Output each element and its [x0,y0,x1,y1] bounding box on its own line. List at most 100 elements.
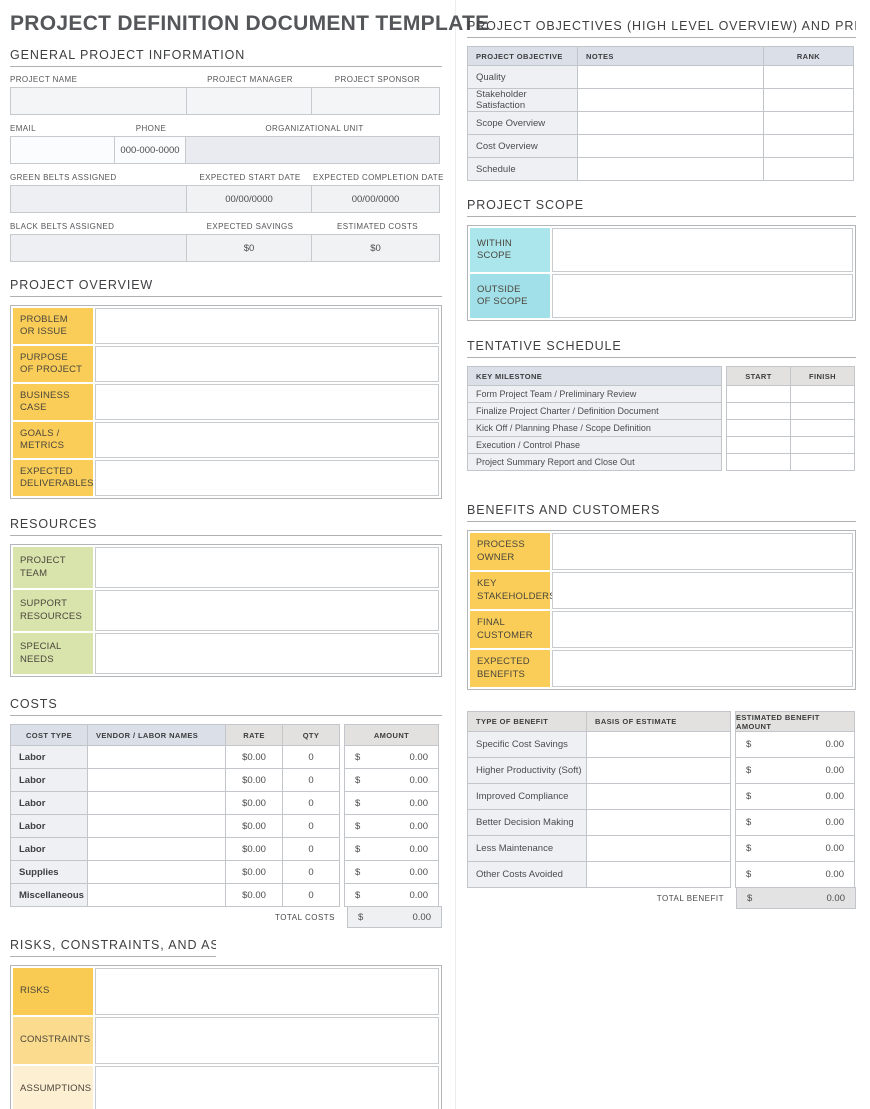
cost-type-cell: Supplies [10,860,88,884]
vendor-cell[interactable] [87,837,226,861]
purpose-of-project-field[interactable] [95,346,439,382]
start-cell[interactable] [726,385,791,403]
key-stakeholders-field[interactable] [552,572,853,609]
rate-cell[interactable]: $0.00 [225,745,283,769]
special-needs-field[interactable] [95,633,439,674]
amount-cell[interactable]: $0.00 [344,883,439,907]
finish-cell[interactable] [790,385,855,403]
black-belts-field[interactable] [10,234,187,262]
section-heading-benefits-customers: BENEFITS AND CUSTOMERS [467,503,856,522]
expected-benefits-field[interactable] [552,650,853,687]
rank-cell[interactable] [763,134,854,158]
schedule-row: Finalize Project Charter / Definition Do… [467,402,856,420]
estimated-costs-field[interactable]: $0 [311,234,440,262]
rate-cell[interactable]: $0.00 [225,791,283,815]
benefit-amount-cell[interactable]: $0.00 [735,861,855,888]
process-owner-field[interactable] [552,533,853,570]
org-unit-field[interactable] [185,136,440,164]
outside-scope-field[interactable] [552,274,853,318]
within-scope-field[interactable] [552,228,853,272]
qty-cell[interactable]: 0 [282,860,340,884]
finish-cell[interactable] [790,419,855,437]
rate-cell[interactable]: $0.00 [225,837,283,861]
rate-cell[interactable]: $0.00 [225,860,283,884]
basis-cell[interactable] [586,757,731,784]
table-row: KEY STAKEHOLDERS [470,572,853,609]
vendor-cell[interactable] [87,768,226,792]
qty-cell[interactable]: 0 [282,883,340,907]
table-row: PROBLEM OR ISSUE [13,308,439,344]
project-manager-field[interactable] [186,87,312,115]
basis-cell[interactable] [586,835,731,862]
basis-cell[interactable] [586,861,731,888]
amount-cell[interactable]: $0.00 [344,837,439,861]
business-case-field[interactable] [95,384,439,420]
rank-cell[interactable] [763,157,854,181]
qty-cell[interactable]: 0 [282,768,340,792]
support-resources-field[interactable] [95,590,439,631]
qty-cell[interactable]: 0 [282,814,340,838]
amount-cell[interactable]: $0.00 [344,768,439,792]
vendor-cell[interactable] [87,791,226,815]
phone-field[interactable]: 000-000-0000 [114,136,186,164]
amount-cell[interactable]: $0.00 [344,791,439,815]
expected-deliverables-field[interactable] [95,460,439,496]
objective-cell: Quality [467,65,578,89]
finish-cell[interactable] [790,436,855,454]
vendor-cell[interactable] [87,860,226,884]
email-field[interactable] [10,136,115,164]
project-sponsor-field[interactable] [311,87,440,115]
benefit-amount-cell[interactable]: $0.00 [735,731,855,758]
finish-cell[interactable] [790,453,855,471]
final-customer-field[interactable] [552,611,853,648]
completion-date-field[interactable]: 00/00/0000 [311,185,440,213]
constraints-field[interactable] [95,1017,439,1064]
rate-cell[interactable]: $0.00 [225,883,283,907]
finish-cell[interactable] [790,402,855,420]
amount-cell[interactable]: $0.00 [344,814,439,838]
vendor-cell[interactable] [87,814,226,838]
benefit-amount-cell[interactable]: $0.00 [735,757,855,784]
green-belts-field[interactable] [10,185,187,213]
amount-cell[interactable]: $0.00 [344,860,439,884]
notes-cell[interactable] [577,65,764,89]
benefit-amount-cell[interactable]: $0.00 [735,809,855,836]
rate-cell[interactable]: $0.00 [225,768,283,792]
basis-cell[interactable] [586,731,731,758]
rank-cell[interactable] [763,88,854,112]
project-name-field[interactable] [10,87,187,115]
total-benefit-label: TOTAL BENEFIT [656,893,724,903]
qty-cell[interactable]: 0 [282,791,340,815]
amount-cell[interactable]: $0.00 [344,745,439,769]
goals-metrics-field[interactable] [95,422,439,458]
project-team-field[interactable] [95,547,439,588]
expected-savings-field[interactable]: $0 [186,234,312,262]
rank-cell[interactable] [763,111,854,135]
benefit-amount-cell[interactable]: $0.00 [735,835,855,862]
notes-cell[interactable] [577,88,764,112]
cost-type-cell: Labor [10,768,88,792]
qty-cell[interactable]: 0 [282,837,340,861]
basis-cell[interactable] [586,783,731,810]
qty-cell[interactable]: 0 [282,745,340,769]
notes-cell[interactable] [577,134,764,158]
vendor-cell[interactable] [87,745,226,769]
start-cell[interactable] [726,436,791,454]
row-label: WITHIN SCOPE [470,228,550,272]
assumptions-field[interactable] [95,1066,439,1109]
start-cell[interactable] [726,402,791,420]
benefit-amount-cell[interactable]: $0.00 [735,783,855,810]
start-date-field[interactable]: 00/00/0000 [186,185,312,213]
risks-field[interactable] [95,968,439,1015]
basis-cell[interactable] [586,809,731,836]
rate-cell[interactable]: $0.00 [225,814,283,838]
vendor-cell[interactable] [87,883,226,907]
notes-cell[interactable] [577,111,764,135]
start-cell[interactable] [726,419,791,437]
problem-or-issue-field[interactable] [95,308,439,344]
row-label: RISKS [13,968,93,1015]
start-cell[interactable] [726,453,791,471]
rank-cell[interactable] [763,65,854,89]
notes-cell[interactable] [577,157,764,181]
